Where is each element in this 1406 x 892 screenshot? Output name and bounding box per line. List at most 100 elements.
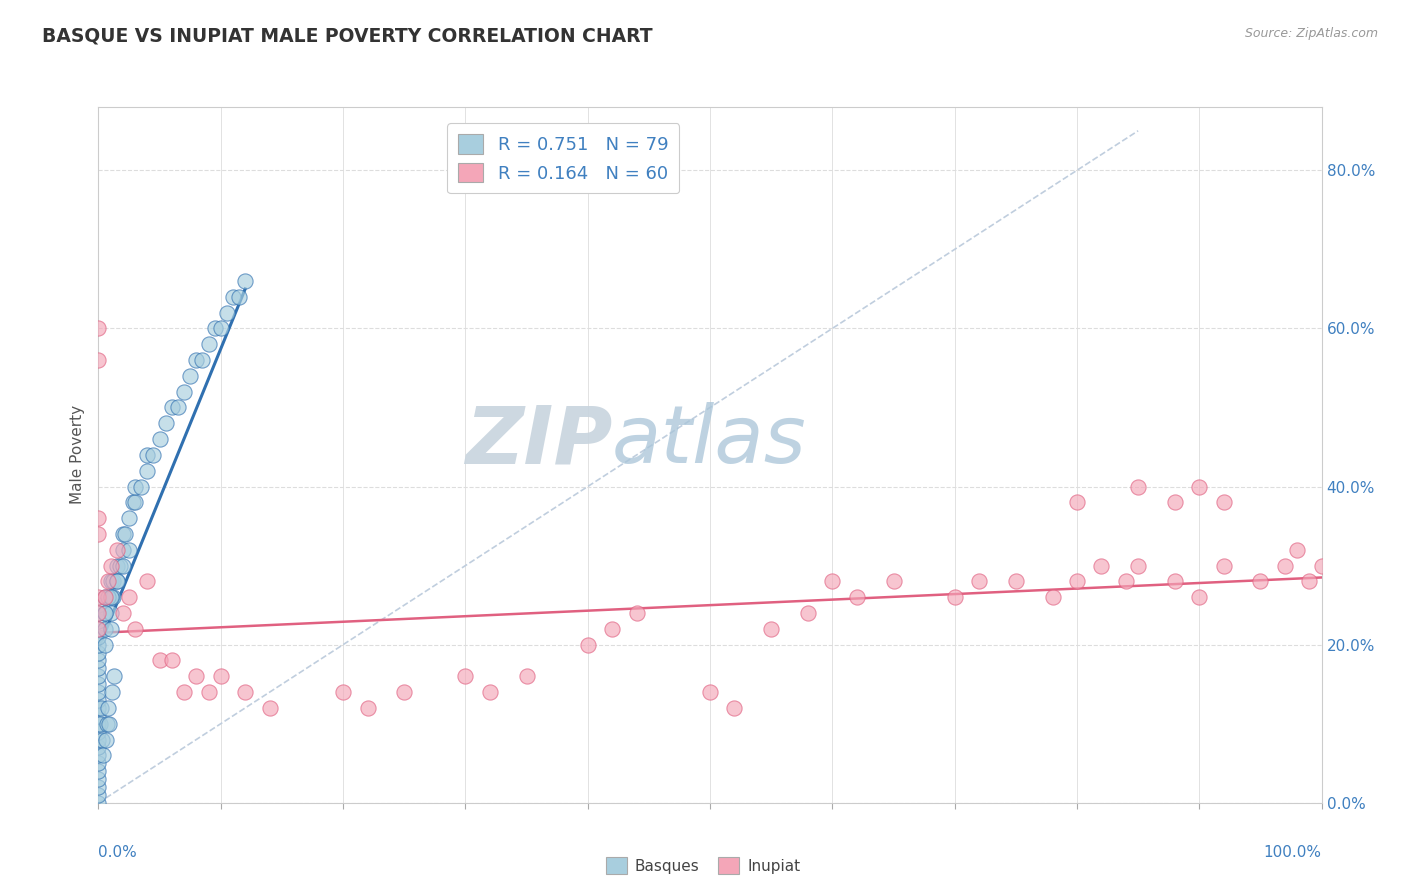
Point — [222, 290, 245, 304]
Point — [87, 606, 110, 620]
Point — [149, 432, 172, 446]
Point — [124, 479, 146, 493]
Point — [111, 606, 134, 620]
Point — [129, 479, 152, 493]
Point — [100, 591, 122, 605]
Point — [87, 732, 110, 747]
Point — [186, 353, 208, 368]
Point — [761, 622, 783, 636]
Point — [111, 542, 134, 557]
Point — [136, 574, 159, 589]
Point — [87, 622, 110, 636]
Point — [87, 693, 110, 707]
Point — [87, 653, 110, 667]
Point — [197, 685, 219, 699]
Point — [87, 716, 110, 731]
Point — [87, 661, 110, 675]
Point — [209, 669, 232, 683]
Point — [111, 558, 134, 573]
Point — [160, 653, 183, 667]
Point — [191, 353, 214, 368]
Point — [699, 685, 721, 699]
Point — [1212, 558, 1234, 573]
Point — [93, 606, 115, 620]
Point — [87, 756, 110, 771]
Point — [87, 321, 110, 335]
Point — [1164, 495, 1187, 509]
Point — [797, 606, 820, 620]
Point — [173, 685, 195, 699]
Point — [114, 527, 136, 541]
Point — [97, 574, 120, 589]
Point — [103, 669, 125, 683]
Point — [197, 337, 219, 351]
Point — [87, 740, 110, 755]
Point — [392, 685, 416, 699]
Point — [1164, 574, 1187, 589]
Point — [209, 321, 232, 335]
Point — [1066, 495, 1088, 509]
Point — [136, 464, 159, 478]
Point — [100, 622, 122, 636]
Point — [121, 495, 143, 509]
Text: Source: ZipAtlas.com: Source: ZipAtlas.com — [1244, 27, 1378, 40]
Point — [105, 542, 128, 557]
Point — [1274, 558, 1296, 573]
Point — [1188, 591, 1211, 605]
Text: 100.0%: 100.0% — [1264, 845, 1322, 860]
Point — [87, 780, 110, 794]
Y-axis label: Male Poverty: Male Poverty — [70, 405, 86, 505]
Point — [1188, 479, 1211, 493]
Point — [215, 305, 238, 319]
Point — [110, 558, 132, 573]
Point — [118, 511, 141, 525]
Point — [87, 353, 110, 368]
Point — [967, 574, 990, 589]
Point — [111, 527, 134, 541]
Point — [179, 368, 201, 383]
Text: ZIP: ZIP — [465, 402, 612, 480]
Point — [87, 511, 110, 525]
Point — [821, 574, 844, 589]
Point — [454, 669, 477, 683]
Point — [87, 614, 110, 628]
Legend: R = 0.751   N = 79, R = 0.164   N = 60: R = 0.751 N = 79, R = 0.164 N = 60 — [447, 123, 679, 194]
Point — [723, 701, 745, 715]
Point — [93, 638, 115, 652]
Point — [1249, 574, 1271, 589]
Point — [1128, 558, 1150, 573]
Point — [97, 701, 120, 715]
Point — [87, 646, 110, 660]
Point — [1310, 558, 1333, 573]
Point — [87, 685, 110, 699]
Point — [136, 448, 159, 462]
Point — [87, 772, 110, 786]
Point — [100, 574, 122, 589]
Point — [626, 606, 648, 620]
Text: atlas: atlas — [612, 402, 807, 480]
Point — [90, 701, 112, 715]
Point — [600, 622, 623, 636]
Point — [87, 724, 110, 739]
Point — [97, 591, 120, 605]
Point — [87, 630, 110, 644]
Point — [204, 321, 226, 335]
Point — [87, 764, 110, 779]
Point — [167, 401, 190, 415]
Point — [91, 748, 114, 763]
Point — [87, 701, 110, 715]
Point — [87, 598, 110, 612]
Point — [142, 448, 165, 462]
Legend: Basques, Inupiat: Basques, Inupiat — [600, 851, 806, 880]
Point — [1066, 574, 1088, 589]
Point — [87, 527, 110, 541]
Point — [845, 591, 868, 605]
Point — [233, 274, 256, 288]
Point — [87, 788, 110, 802]
Point — [98, 716, 121, 731]
Point — [186, 669, 208, 683]
Point — [87, 606, 110, 620]
Point — [96, 716, 118, 731]
Point — [105, 574, 128, 589]
Point — [105, 574, 128, 589]
